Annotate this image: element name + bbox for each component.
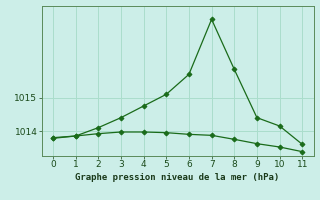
X-axis label: Graphe pression niveau de la mer (hPa): Graphe pression niveau de la mer (hPa)	[76, 173, 280, 182]
